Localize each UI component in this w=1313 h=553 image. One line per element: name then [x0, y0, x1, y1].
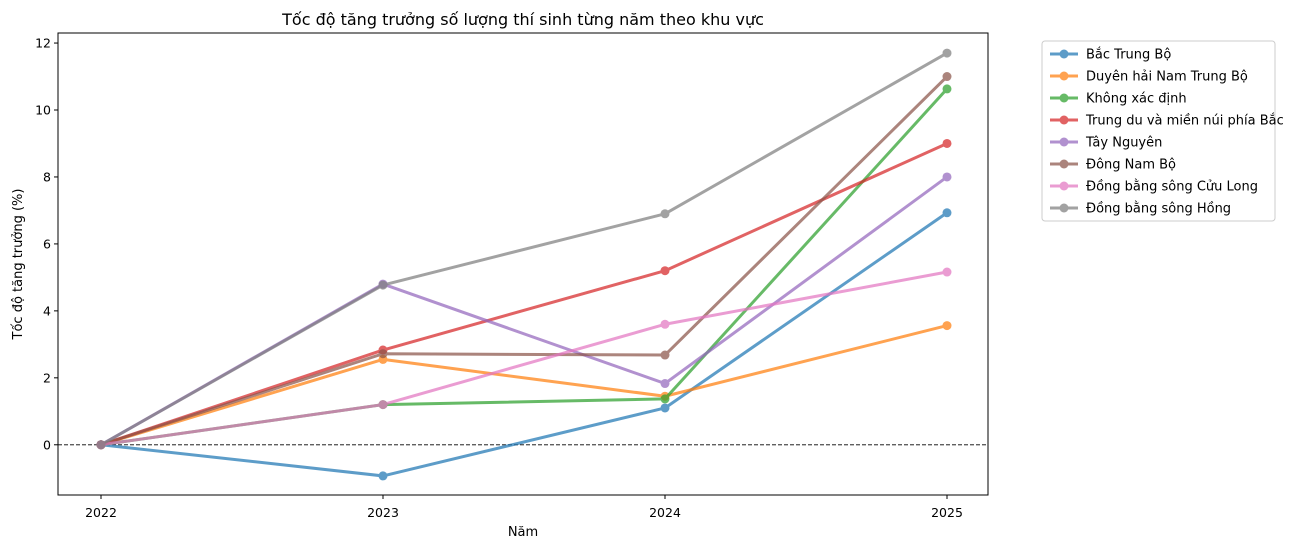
legend-label: Đồng bằng sông Cửu Long	[1086, 180, 1258, 195]
y-tick-label: 0	[43, 437, 51, 452]
legend-frame	[1041, 40, 1276, 222]
legend-label: Không xác định	[1086, 92, 1187, 107]
series-line	[100, 51, 948, 447]
data-point	[942, 208, 952, 218]
chart-title: Tốc độ tăng trưởng số lượng thí sinh từn…	[281, 10, 764, 29]
data-point	[942, 84, 952, 94]
series-8	[96, 48, 952, 450]
data-point	[378, 471, 388, 481]
legend-entry: Tây Nguyên	[1050, 136, 1162, 151]
data-point	[660, 209, 670, 219]
y-axis: 0 2 4 6 8 10 12	[35, 36, 58, 452]
x-axis-label: Năm	[508, 525, 538, 540]
data-point	[378, 280, 388, 290]
legend-marker	[1059, 71, 1069, 81]
legend-label: Bắc Trung Bộ	[1086, 48, 1171, 63]
legend-marker	[1059, 159, 1069, 169]
x-tick-label: 2025	[931, 505, 963, 520]
y-tick-label: 4	[43, 303, 51, 318]
series-line	[100, 270, 948, 447]
legend-entry: Trung du và miền núi phía Bắc	[1050, 114, 1284, 129]
plot-frame	[57, 32, 989, 496]
legend-swatch	[1050, 203, 1078, 213]
series-line	[100, 324, 948, 447]
legend-marker	[1059, 137, 1069, 147]
series-line	[100, 142, 948, 447]
series-line	[100, 211, 948, 478]
legend-swatch	[1050, 115, 1078, 125]
y-axis-label: Tốc độ tăng trưởng (%)	[11, 189, 26, 341]
legend-entry: Duyên hải Nam Trung Bộ	[1050, 70, 1248, 85]
series-line	[100, 87, 949, 447]
legend-entry: Đồng bằng sông Cửu Long	[1050, 180, 1258, 195]
legend-swatch	[1050, 71, 1078, 81]
data-point	[942, 267, 952, 277]
legend-label: Đông Nam Bộ	[1086, 158, 1176, 173]
legend-marker	[1059, 181, 1069, 191]
legend-entry: Đồng bằng sông Hồng	[1050, 202, 1231, 217]
legend-marker	[1059, 203, 1069, 213]
data-point	[942, 138, 952, 148]
x-tick-label: 2022	[85, 505, 117, 520]
legend-entry: Đông Nam Bộ	[1050, 158, 1176, 173]
legend-swatch	[1050, 49, 1078, 59]
x-tick-label: 2024	[649, 505, 681, 520]
data-point	[942, 48, 952, 58]
legend-marker	[1059, 93, 1069, 103]
data-point	[942, 321, 952, 331]
x-tick-label: 2023	[367, 505, 399, 520]
legend-label: Tây Nguyên	[1085, 136, 1162, 151]
series-2	[96, 321, 952, 450]
data-point	[660, 319, 670, 329]
series-line	[100, 75, 949, 447]
data-point	[660, 403, 670, 413]
data-point	[660, 394, 670, 404]
series-6	[96, 72, 952, 450]
legend-entry: Không xác định	[1050, 92, 1187, 107]
legend-marker	[1059, 49, 1069, 59]
legend-label: Đồng bằng sông Hồng	[1086, 202, 1231, 217]
series-layer	[96, 48, 952, 481]
legend-swatch	[1050, 181, 1078, 191]
legend-swatch	[1050, 93, 1078, 103]
data-point	[660, 350, 670, 360]
data-point	[660, 266, 670, 276]
data-point	[378, 349, 388, 359]
x-axis: 2022 2023 2024 2025	[85, 495, 963, 520]
y-tick-label: 8	[43, 169, 51, 184]
y-tick-label: 2	[43, 370, 51, 385]
legend-label: Trung du và miền núi phía Bắc	[1085, 114, 1284, 129]
data-point	[942, 172, 952, 182]
legend-swatch	[1050, 137, 1078, 147]
data-point	[96, 440, 106, 450]
series-7	[96, 267, 952, 450]
legend-label: Duyên hải Nam Trung Bộ	[1086, 70, 1248, 85]
legend: Bắc Trung Bộ Duyên hải Nam Trung Bộ Không …	[1041, 40, 1284, 222]
legend-swatch	[1050, 159, 1078, 169]
y-tick-label: 12	[35, 36, 51, 51]
data-point	[942, 72, 952, 82]
y-tick-label: 6	[43, 236, 51, 251]
legend-entry: Bắc Trung Bộ	[1050, 48, 1171, 63]
y-tick-label: 10	[35, 103, 51, 118]
data-point	[660, 379, 670, 389]
legend-marker	[1059, 115, 1069, 125]
data-point	[378, 400, 388, 410]
